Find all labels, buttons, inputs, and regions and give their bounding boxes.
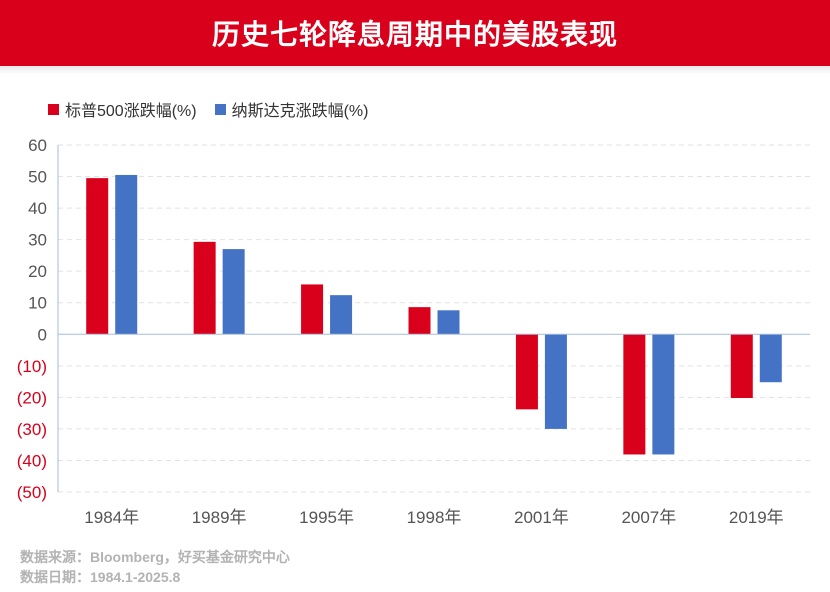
y-tick-label: 50	[28, 168, 47, 187]
y-tick-label: (40)	[17, 451, 47, 470]
bar-nasdaq	[330, 295, 353, 335]
bar-sp500	[730, 334, 753, 398]
bar-sp500	[515, 334, 538, 410]
x-tick-label: 1989年	[192, 508, 247, 527]
legend-swatch-sp500	[48, 103, 59, 115]
banner-shadow	[0, 66, 830, 74]
y-tick-label: 0	[38, 325, 47, 344]
x-tick-label: 2007年	[621, 508, 676, 527]
legend-item-sp500: 标普500涨跌幅(%)	[48, 97, 197, 121]
x-tick-label: 1995年	[299, 508, 354, 527]
y-tick-label: 20	[28, 262, 47, 281]
y-tick-label: (50)	[17, 483, 47, 502]
legend-label-nasdaq: 纳斯达克涨跌幅(%)	[231, 103, 369, 120]
chart-legend: 标普500涨跌幅(%) 纳斯达克涨跌幅(%)	[48, 96, 368, 122]
x-tick-label: 2019年	[729, 508, 784, 527]
legend-swatch-nasdaq	[214, 103, 226, 115]
data-date-note: 数据日期：1984.1-2025.8	[20, 569, 181, 585]
chart-footer: 数据来源：Bloomberg，好买基金研究中心 数据日期：1984.1-2025…	[20, 547, 290, 587]
chart-title: 历史七轮降息周期中的美股表现	[211, 19, 618, 50]
bar-sp500	[408, 307, 431, 335]
bar-sp500	[623, 334, 646, 455]
bar-nasdaq	[115, 174, 138, 335]
y-tick-label: 10	[28, 294, 47, 313]
bar-sp500	[86, 178, 109, 335]
bar-nasdaq	[222, 249, 245, 335]
y-tick-label: 40	[28, 199, 47, 218]
legend-label-sp500: 标普500涨跌幅(%)	[65, 103, 197, 120]
x-tick-label: 2001年	[514, 508, 569, 527]
y-tick-label: (20)	[17, 388, 47, 407]
x-tick-label: 1998年	[407, 508, 462, 527]
y-tick-label: (10)	[17, 357, 47, 376]
bar-sp500	[193, 241, 216, 335]
bar-nasdaq	[759, 334, 782, 383]
bar-nasdaq	[544, 334, 567, 429]
bar-nasdaq	[652, 334, 675, 455]
bar-nasdaq	[437, 310, 460, 335]
bar-sp500	[301, 284, 324, 335]
data-source-note: 数据来源：Bloomberg，好买基金研究中心	[20, 549, 290, 565]
y-tick-label: 60	[28, 136, 47, 155]
x-tick-label: 1984年	[84, 508, 139, 527]
chart-title-banner: 历史七轮降息周期中的美股表现	[0, 0, 830, 66]
legend-item-nasdaq: 纳斯达克涨跌幅(%)	[214, 97, 369, 121]
y-tick-label: (30)	[17, 420, 47, 439]
y-tick-label: 30	[28, 231, 47, 250]
